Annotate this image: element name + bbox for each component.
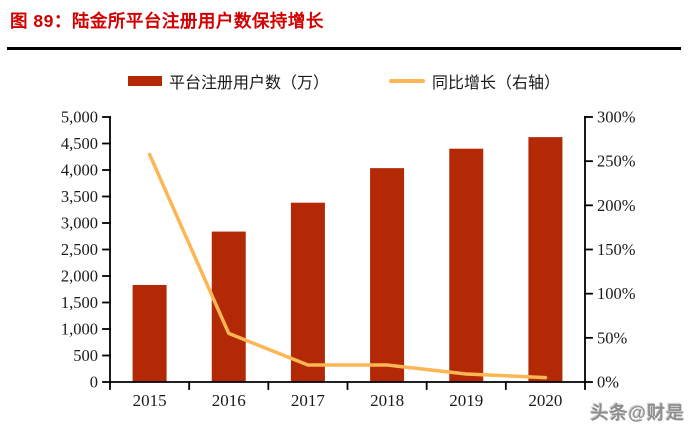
legend-item-bars: 平台注册用户数（万） xyxy=(127,69,329,93)
left-tick-label: 1,500 xyxy=(61,293,98,312)
right-tick-label: 50% xyxy=(597,328,628,347)
x-category-label: 2015 xyxy=(133,391,167,410)
bar-2018 xyxy=(370,168,405,382)
chart-legend: 平台注册用户数（万） 同比增长（右轴） xyxy=(0,69,688,93)
bar-2020 xyxy=(528,137,563,382)
right-tick-label: 200% xyxy=(597,196,636,215)
bar-2015 xyxy=(132,284,167,382)
left-tick-label: 2,000 xyxy=(61,267,98,286)
title-underline xyxy=(7,47,681,50)
line-series-label: 同比增长（右轴） xyxy=(432,73,561,92)
right-tick-label: 0% xyxy=(597,373,619,392)
left-tick-label: 2,500 xyxy=(61,240,98,259)
x-category-label: 2020 xyxy=(528,391,562,410)
line-series-swatch-icon xyxy=(389,79,425,83)
right-tick-label: 300% xyxy=(597,108,636,127)
left-tick-label: 0 xyxy=(90,373,98,392)
left-tick-label: 3,500 xyxy=(61,187,98,206)
right-tick-label: 100% xyxy=(597,284,636,303)
bar-2017 xyxy=(290,202,325,382)
x-category-label: 2019 xyxy=(449,391,483,410)
left-tick-label: 3,000 xyxy=(61,214,98,233)
x-category-label: 2017 xyxy=(291,391,326,410)
watermark: 头条@财是 xyxy=(590,403,685,423)
left-tick-label: 1,000 xyxy=(61,320,98,339)
left-tick-label: 5,000 xyxy=(61,108,98,127)
right-tick-label: 150% xyxy=(597,240,636,259)
bar-series-swatch-icon xyxy=(127,76,162,86)
right-tick-label: 250% xyxy=(597,152,636,171)
left-tick-label: 500 xyxy=(73,346,98,365)
left-tick-label: 4,000 xyxy=(61,161,98,180)
bar-series-label: 平台注册用户数（万） xyxy=(168,73,329,92)
figure-title: 图 89：陆金所平台注册用户数保持增长 xyxy=(10,11,324,31)
bar-2019 xyxy=(449,148,484,382)
x-category-label: 2018 xyxy=(370,391,404,410)
left-tick-label: 4,500 xyxy=(61,134,98,153)
growth-line xyxy=(147,152,548,380)
x-category-label: 2016 xyxy=(212,391,246,410)
legend-item-line: 同比增长（右轴） xyxy=(389,69,560,93)
